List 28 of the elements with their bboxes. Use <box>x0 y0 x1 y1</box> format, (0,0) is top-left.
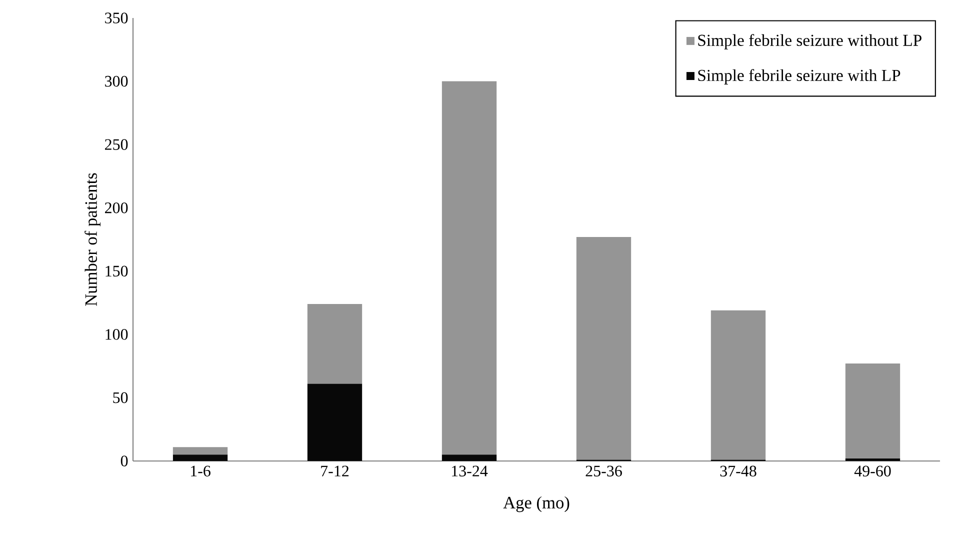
bar <box>307 304 362 384</box>
legend-label: Simple febrile seizure with LP <box>698 69 900 84</box>
x-axis-title: Age (mo) <box>503 496 570 512</box>
bar <box>307 384 362 461</box>
bar <box>172 454 228 461</box>
legend-label: Simple febrile seizure without LP <box>698 34 922 50</box>
x-tick-label: 1-6 <box>190 466 210 476</box>
y-tick-label: 250 <box>105 139 128 150</box>
y-axis-title: Number of patients <box>84 173 100 306</box>
y-tick-label: 200 <box>105 202 128 214</box>
bar <box>576 236 632 460</box>
x-tick-label: 7-12 <box>321 466 349 476</box>
y-tick-label: 300 <box>105 76 128 87</box>
y-tick-label: 150 <box>106 266 128 277</box>
bar <box>845 458 900 461</box>
x-tick-label: 37-48 <box>720 466 756 476</box>
y-tick-label: 100 <box>106 329 128 340</box>
x-tick-label: 25-36 <box>586 466 622 476</box>
y-tick-label: 0 <box>120 456 128 466</box>
bar <box>442 81 497 455</box>
y-tick-label: 50 <box>113 392 128 404</box>
x-tick-label: 13-24 <box>452 466 488 476</box>
bar <box>845 364 900 458</box>
bar <box>442 454 497 461</box>
bar <box>172 447 228 455</box>
bar <box>710 310 766 460</box>
y-tick-label: 350 <box>105 12 128 24</box>
x-tick-label: 49-60 <box>854 466 891 476</box>
